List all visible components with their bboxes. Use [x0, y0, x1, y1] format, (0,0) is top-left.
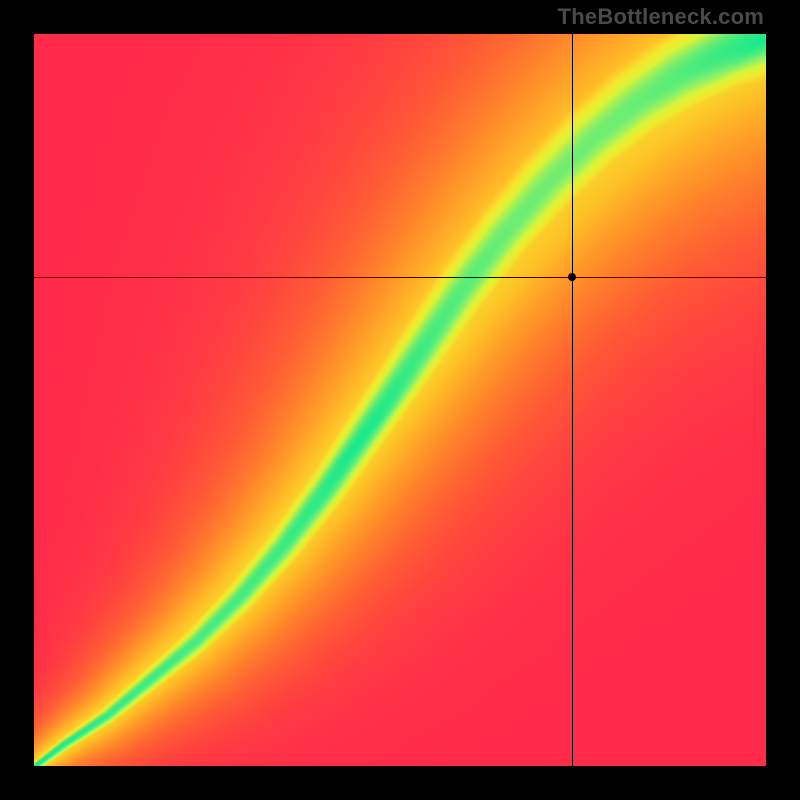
crosshair-vertical: [572, 34, 573, 766]
chart-frame: TheBottleneck.com: [0, 0, 800, 800]
crosshair-dot: [568, 273, 576, 281]
heatmap-plot: [34, 34, 766, 766]
watermark-text: TheBottleneck.com: [558, 4, 764, 30]
crosshair-horizontal: [34, 277, 766, 278]
heatmap-canvas: [34, 34, 766, 766]
